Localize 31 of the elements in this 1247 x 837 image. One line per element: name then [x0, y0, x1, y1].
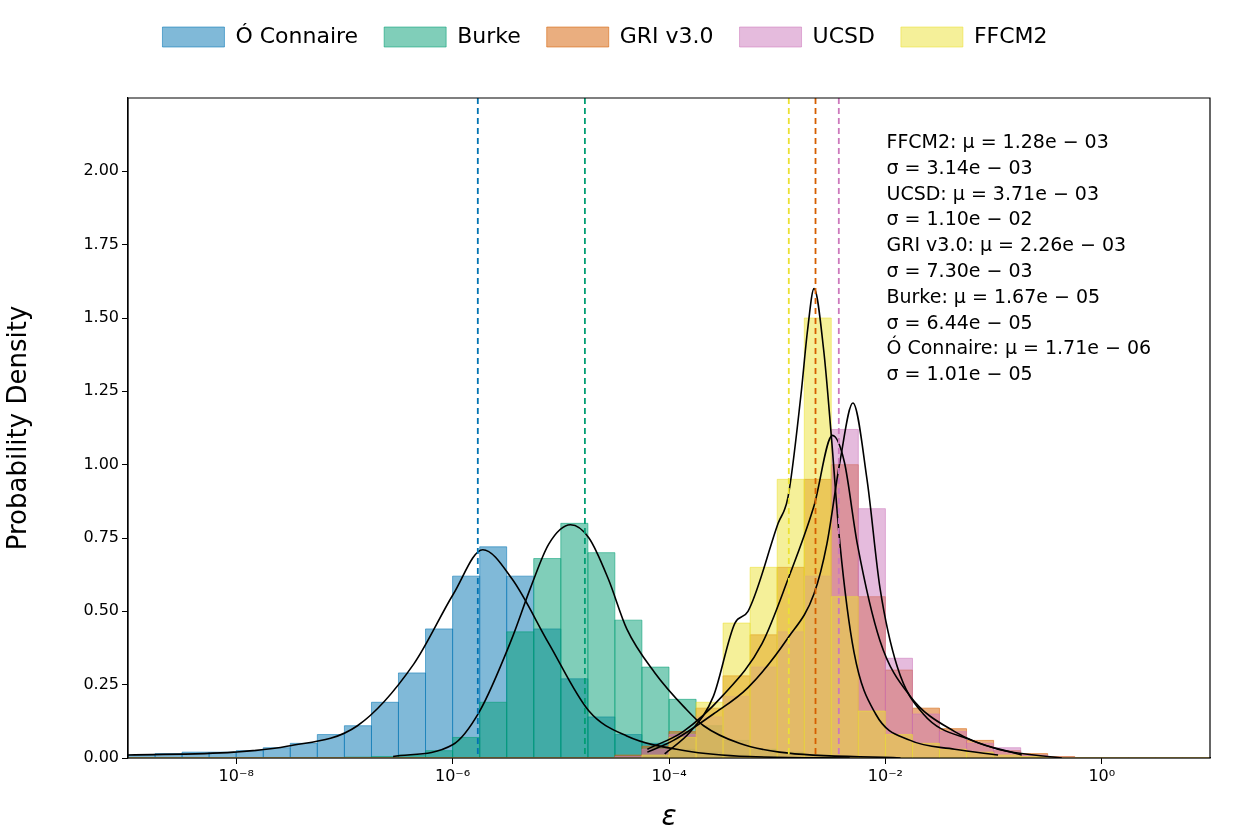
- y-axis-title: Probability Density: [2, 305, 33, 551]
- annotation: σ = 1.10e − 02: [886, 207, 1033, 230]
- y-tick-label: 0.25: [83, 673, 119, 693]
- annotation: Ó Connaire: μ = 1.71e − 06: [886, 335, 1152, 359]
- x-tick-label: 10⁻²: [867, 765, 904, 785]
- legend-label: GRI v3.0: [619, 22, 714, 48]
- annotation: FFCM2: μ = 1.28e − 03: [886, 130, 1109, 152]
- annotation: σ = 7.30e − 03: [886, 259, 1033, 281]
- y-tick-label: 1.50: [83, 307, 119, 327]
- annotation: Burke: μ = 1.67e − 05: [886, 284, 1101, 307]
- legend-label: FFCM2: [973, 22, 1048, 48]
- y-tick-label: 0.75: [83, 527, 119, 547]
- y-tick-label: 1.00: [83, 453, 119, 473]
- annotation: GRI v3.0: μ = 2.26e − 03: [886, 233, 1127, 256]
- y-tick-label: 0.00: [83, 747, 119, 767]
- x-tick-label: 10⁻⁸: [218, 765, 254, 785]
- annotation: UCSD: μ = 3.71e − 03: [886, 181, 1100, 204]
- y-tick-label: 1.75: [83, 233, 119, 253]
- annotation: σ = 6.44e − 05: [886, 310, 1033, 333]
- legend-label: UCSD: [812, 22, 875, 48]
- x-tick-label: 10⁻⁶: [434, 765, 471, 785]
- x-tick-label: 10⁻⁴: [651, 765, 687, 785]
- annotation: σ = 3.14e − 03: [886, 155, 1033, 178]
- x-tick-label: 10⁰: [1088, 765, 1116, 785]
- y-tick-label: 0.50: [83, 600, 119, 620]
- y-tick-label: 1.25: [83, 380, 119, 400]
- legend-label: Burke: [457, 22, 521, 48]
- x-axis-title: ε: [661, 799, 677, 833]
- annotation: σ = 1.01e − 05: [886, 362, 1033, 385]
- y-tick-label: 2.00: [83, 160, 119, 180]
- legend-label: Ó Connaire: [235, 22, 359, 48]
